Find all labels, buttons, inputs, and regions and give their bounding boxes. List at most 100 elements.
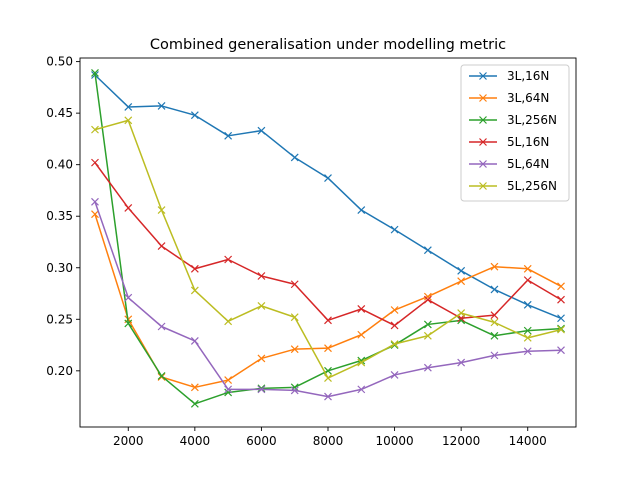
x-tick-label: 2000 bbox=[113, 434, 144, 448]
x-tick-label: 14000 bbox=[509, 434, 547, 448]
data-point bbox=[390, 306, 399, 314]
data-point bbox=[423, 246, 432, 255]
data-point bbox=[490, 262, 499, 271]
legend-label: 3L,256N bbox=[507, 113, 557, 127]
data-point bbox=[523, 326, 532, 335]
data-point bbox=[557, 282, 565, 291]
y-tick-label: 0.35 bbox=[46, 209, 73, 223]
legend-item: 5L,256N bbox=[469, 179, 557, 193]
data-point bbox=[390, 225, 399, 234]
data-point bbox=[190, 337, 199, 345]
data-point bbox=[257, 385, 266, 394]
data-point bbox=[224, 255, 233, 264]
data-point bbox=[324, 316, 332, 325]
data-point bbox=[324, 174, 332, 183]
data-point bbox=[257, 354, 266, 363]
data-point bbox=[557, 295, 565, 304]
data-point bbox=[124, 204, 133, 212]
y-tick-label: 0.50 bbox=[46, 55, 73, 69]
data-point bbox=[224, 131, 233, 140]
data-point bbox=[290, 153, 299, 162]
legend-label: 5L,64N bbox=[507, 157, 549, 171]
data-point bbox=[557, 314, 565, 323]
data-point bbox=[257, 272, 266, 280]
data-point bbox=[91, 125, 99, 134]
data-point bbox=[423, 320, 432, 329]
series-5 bbox=[91, 116, 565, 382]
x-tick-label: 8000 bbox=[313, 434, 344, 448]
data-point bbox=[557, 346, 565, 355]
data-point bbox=[224, 317, 233, 326]
legend-label: 5L,16N bbox=[507, 135, 549, 149]
data-point bbox=[490, 318, 499, 327]
data-point bbox=[490, 311, 499, 320]
data-point bbox=[357, 330, 366, 339]
data-point bbox=[324, 392, 332, 401]
data-point bbox=[124, 293, 133, 302]
data-point bbox=[224, 376, 233, 385]
data-point bbox=[423, 363, 432, 372]
data-point bbox=[290, 280, 299, 289]
legend-item: 3L,64N bbox=[469, 91, 549, 105]
legend-label: 5L,256N bbox=[507, 179, 557, 193]
y-tick-label: 0.30 bbox=[46, 261, 73, 275]
data-point bbox=[91, 210, 99, 219]
data-point bbox=[423, 295, 432, 304]
x-tick-label: 10000 bbox=[375, 434, 413, 448]
y-tick-label: 0.20 bbox=[46, 364, 73, 378]
legend-label: 3L,64N bbox=[507, 91, 549, 105]
legend-marker bbox=[479, 72, 487, 80]
data-point bbox=[157, 322, 166, 331]
data-point bbox=[157, 102, 166, 110]
legend-marker bbox=[479, 160, 487, 168]
data-point bbox=[124, 116, 133, 125]
y-tick-label: 0.40 bbox=[46, 158, 73, 172]
axes: 2000 4000 6000 8000 10000 12000 14000 0.20 0.25 0… bbox=[46, 55, 577, 448]
data-point bbox=[157, 372, 166, 380]
data-point bbox=[423, 331, 432, 340]
data-point bbox=[324, 374, 332, 382]
x-tick-label: 12000 bbox=[442, 434, 480, 448]
y-tick-label: 0.45 bbox=[46, 106, 73, 120]
data-point bbox=[157, 242, 166, 251]
data-point bbox=[257, 301, 266, 310]
data-point bbox=[91, 158, 99, 167]
data-point bbox=[357, 305, 366, 313]
data-point bbox=[457, 277, 466, 286]
data-point bbox=[357, 358, 366, 367]
data-point bbox=[290, 386, 299, 395]
legend: 3L,16N 3L,64N 3L,256N 5L,16N 5L,64N 5L,256N bbox=[460, 64, 570, 202]
data-point bbox=[224, 385, 233, 394]
data-point bbox=[124, 319, 133, 328]
data-point bbox=[157, 373, 166, 381]
data-point bbox=[423, 292, 432, 301]
plot-area bbox=[91, 69, 565, 408]
legend-box bbox=[460, 64, 570, 202]
data-point bbox=[257, 384, 266, 393]
legend-item: 5L,64N bbox=[469, 157, 549, 171]
data-point bbox=[190, 399, 199, 408]
data-point bbox=[490, 351, 499, 360]
data-point bbox=[91, 197, 99, 206]
data-point bbox=[357, 206, 366, 214]
data-point bbox=[357, 385, 366, 394]
data-point bbox=[257, 126, 266, 135]
data-point bbox=[91, 69, 99, 77]
chart-title: Combined generalisation under modelling … bbox=[150, 37, 506, 53]
data-point bbox=[290, 313, 299, 322]
legend-marker bbox=[479, 116, 487, 124]
data-point bbox=[523, 300, 532, 309]
data-point bbox=[124, 103, 133, 111]
data-point bbox=[324, 344, 332, 353]
data-point bbox=[490, 285, 499, 294]
data-point bbox=[390, 371, 399, 379]
data-point bbox=[457, 309, 466, 318]
x-tick-label: 4000 bbox=[180, 434, 211, 448]
legend-marker bbox=[479, 94, 487, 102]
legend-marker bbox=[479, 182, 487, 190]
series-0 bbox=[91, 71, 565, 323]
data-point bbox=[190, 383, 199, 392]
data-point bbox=[224, 388, 233, 397]
legend-item: 5L,16N bbox=[469, 135, 549, 149]
